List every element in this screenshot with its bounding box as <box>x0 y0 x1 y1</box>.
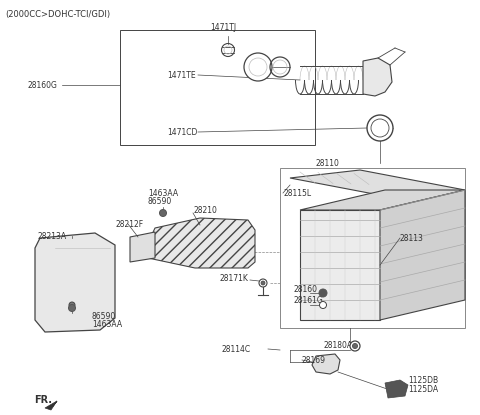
Polygon shape <box>300 210 380 320</box>
Circle shape <box>352 344 358 349</box>
Circle shape <box>159 210 167 217</box>
Circle shape <box>319 289 327 297</box>
Polygon shape <box>380 190 465 320</box>
Circle shape <box>69 305 75 312</box>
Circle shape <box>244 53 272 81</box>
Text: 86590: 86590 <box>148 196 172 205</box>
Text: 28110: 28110 <box>315 159 339 168</box>
Text: 28160: 28160 <box>293 285 317 293</box>
Text: 86590: 86590 <box>92 312 116 320</box>
Text: 28171K: 28171K <box>220 273 249 283</box>
Polygon shape <box>385 380 408 398</box>
Text: (2000CC>DOHC-TCI/GDI): (2000CC>DOHC-TCI/GDI) <box>5 10 110 19</box>
Polygon shape <box>35 233 115 332</box>
Circle shape <box>261 281 265 285</box>
Polygon shape <box>300 190 465 210</box>
Polygon shape <box>290 170 465 198</box>
Circle shape <box>69 302 75 308</box>
Polygon shape <box>148 218 255 268</box>
Text: 1463AA: 1463AA <box>148 188 178 198</box>
Text: FR.: FR. <box>34 395 52 405</box>
Polygon shape <box>312 354 340 374</box>
Text: 1471TJ: 1471TJ <box>210 24 236 32</box>
Text: 28115L: 28115L <box>283 188 311 198</box>
Text: 1125DA: 1125DA <box>408 385 438 393</box>
Text: 1125DB: 1125DB <box>408 376 438 385</box>
Text: 28113: 28113 <box>400 234 424 242</box>
Polygon shape <box>130 232 155 262</box>
Text: 28114C: 28114C <box>222 344 251 354</box>
Circle shape <box>367 115 393 141</box>
Bar <box>120 30 315 145</box>
Text: 1463AA: 1463AA <box>92 320 122 329</box>
Text: 28212F: 28212F <box>115 220 143 229</box>
Polygon shape <box>363 58 392 96</box>
Text: 28213A: 28213A <box>38 232 67 241</box>
Text: 1471CD: 1471CD <box>167 127 197 137</box>
Circle shape <box>259 279 267 287</box>
Text: 28169: 28169 <box>302 356 326 364</box>
Polygon shape <box>45 401 57 410</box>
Circle shape <box>320 302 326 308</box>
Bar <box>280 168 465 328</box>
Text: 28160G: 28160G <box>27 81 57 90</box>
Circle shape <box>350 341 360 351</box>
Text: 28180A: 28180A <box>323 340 352 349</box>
Text: 28161G: 28161G <box>293 295 323 305</box>
Text: 28210: 28210 <box>193 205 217 215</box>
Text: 1471TE: 1471TE <box>167 71 196 80</box>
